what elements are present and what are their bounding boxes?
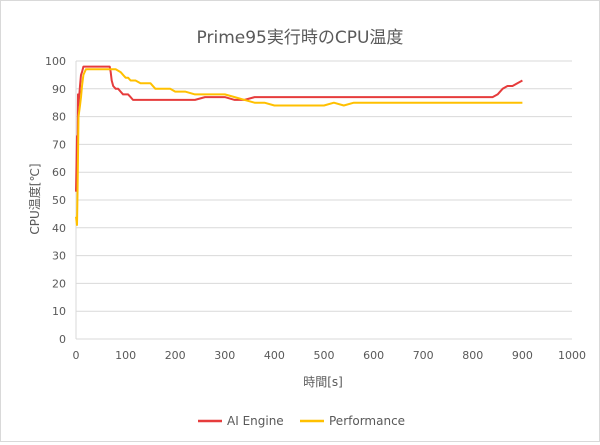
x-tick-label: 100 <box>115 349 136 362</box>
x-tick-label: 500 <box>314 349 335 362</box>
x-tick-label: 300 <box>214 349 235 362</box>
x-tick-label: 800 <box>462 349 483 362</box>
chart-title: Prime95実行時のCPU温度 <box>197 28 404 48</box>
y-axis-label: CPU温度[℃] <box>27 163 42 234</box>
y-tick-labels: 0 10 20 30 40 50 60 70 80 90 100 <box>45 55 66 346</box>
x-tick-label: 1000 <box>558 349 586 362</box>
x-axis-label: 時間[s] <box>303 375 343 389</box>
legend-label: AI Engine <box>227 414 284 428</box>
y-tick-label: 50 <box>52 194 66 207</box>
y-tick-label: 40 <box>52 222 66 235</box>
y-tick-label: 100 <box>45 55 66 68</box>
x-tick-label: 600 <box>363 349 384 362</box>
legend: AI Engine Performance <box>198 414 405 428</box>
series-line-performance <box>75 68 523 226</box>
x-tick-label: 200 <box>165 349 186 362</box>
y-tick-label: 10 <box>52 305 66 318</box>
y-tick-label: 70 <box>52 138 66 151</box>
x-tick-label: 400 <box>264 349 285 362</box>
legend-label: Performance <box>329 414 405 428</box>
data-series <box>75 65 523 226</box>
y-tick-label: 0 <box>59 333 66 346</box>
x-tick-label: 900 <box>512 349 533 362</box>
x-tick-label: 700 <box>413 349 434 362</box>
series-line-ai-engine <box>75 65 523 192</box>
y-tick-label: 60 <box>52 166 66 179</box>
x-tick-label: 0 <box>73 349 80 362</box>
y-tick-label: 90 <box>52 83 66 96</box>
y-tick-label: 80 <box>52 111 66 124</box>
grid-lines <box>75 60 572 340</box>
y-tick-label: 30 <box>52 250 66 263</box>
x-tick-labels: 0 100 200 300 400 500 600 700 800 900 1000 <box>73 349 587 362</box>
y-tick-label: 20 <box>52 277 66 290</box>
